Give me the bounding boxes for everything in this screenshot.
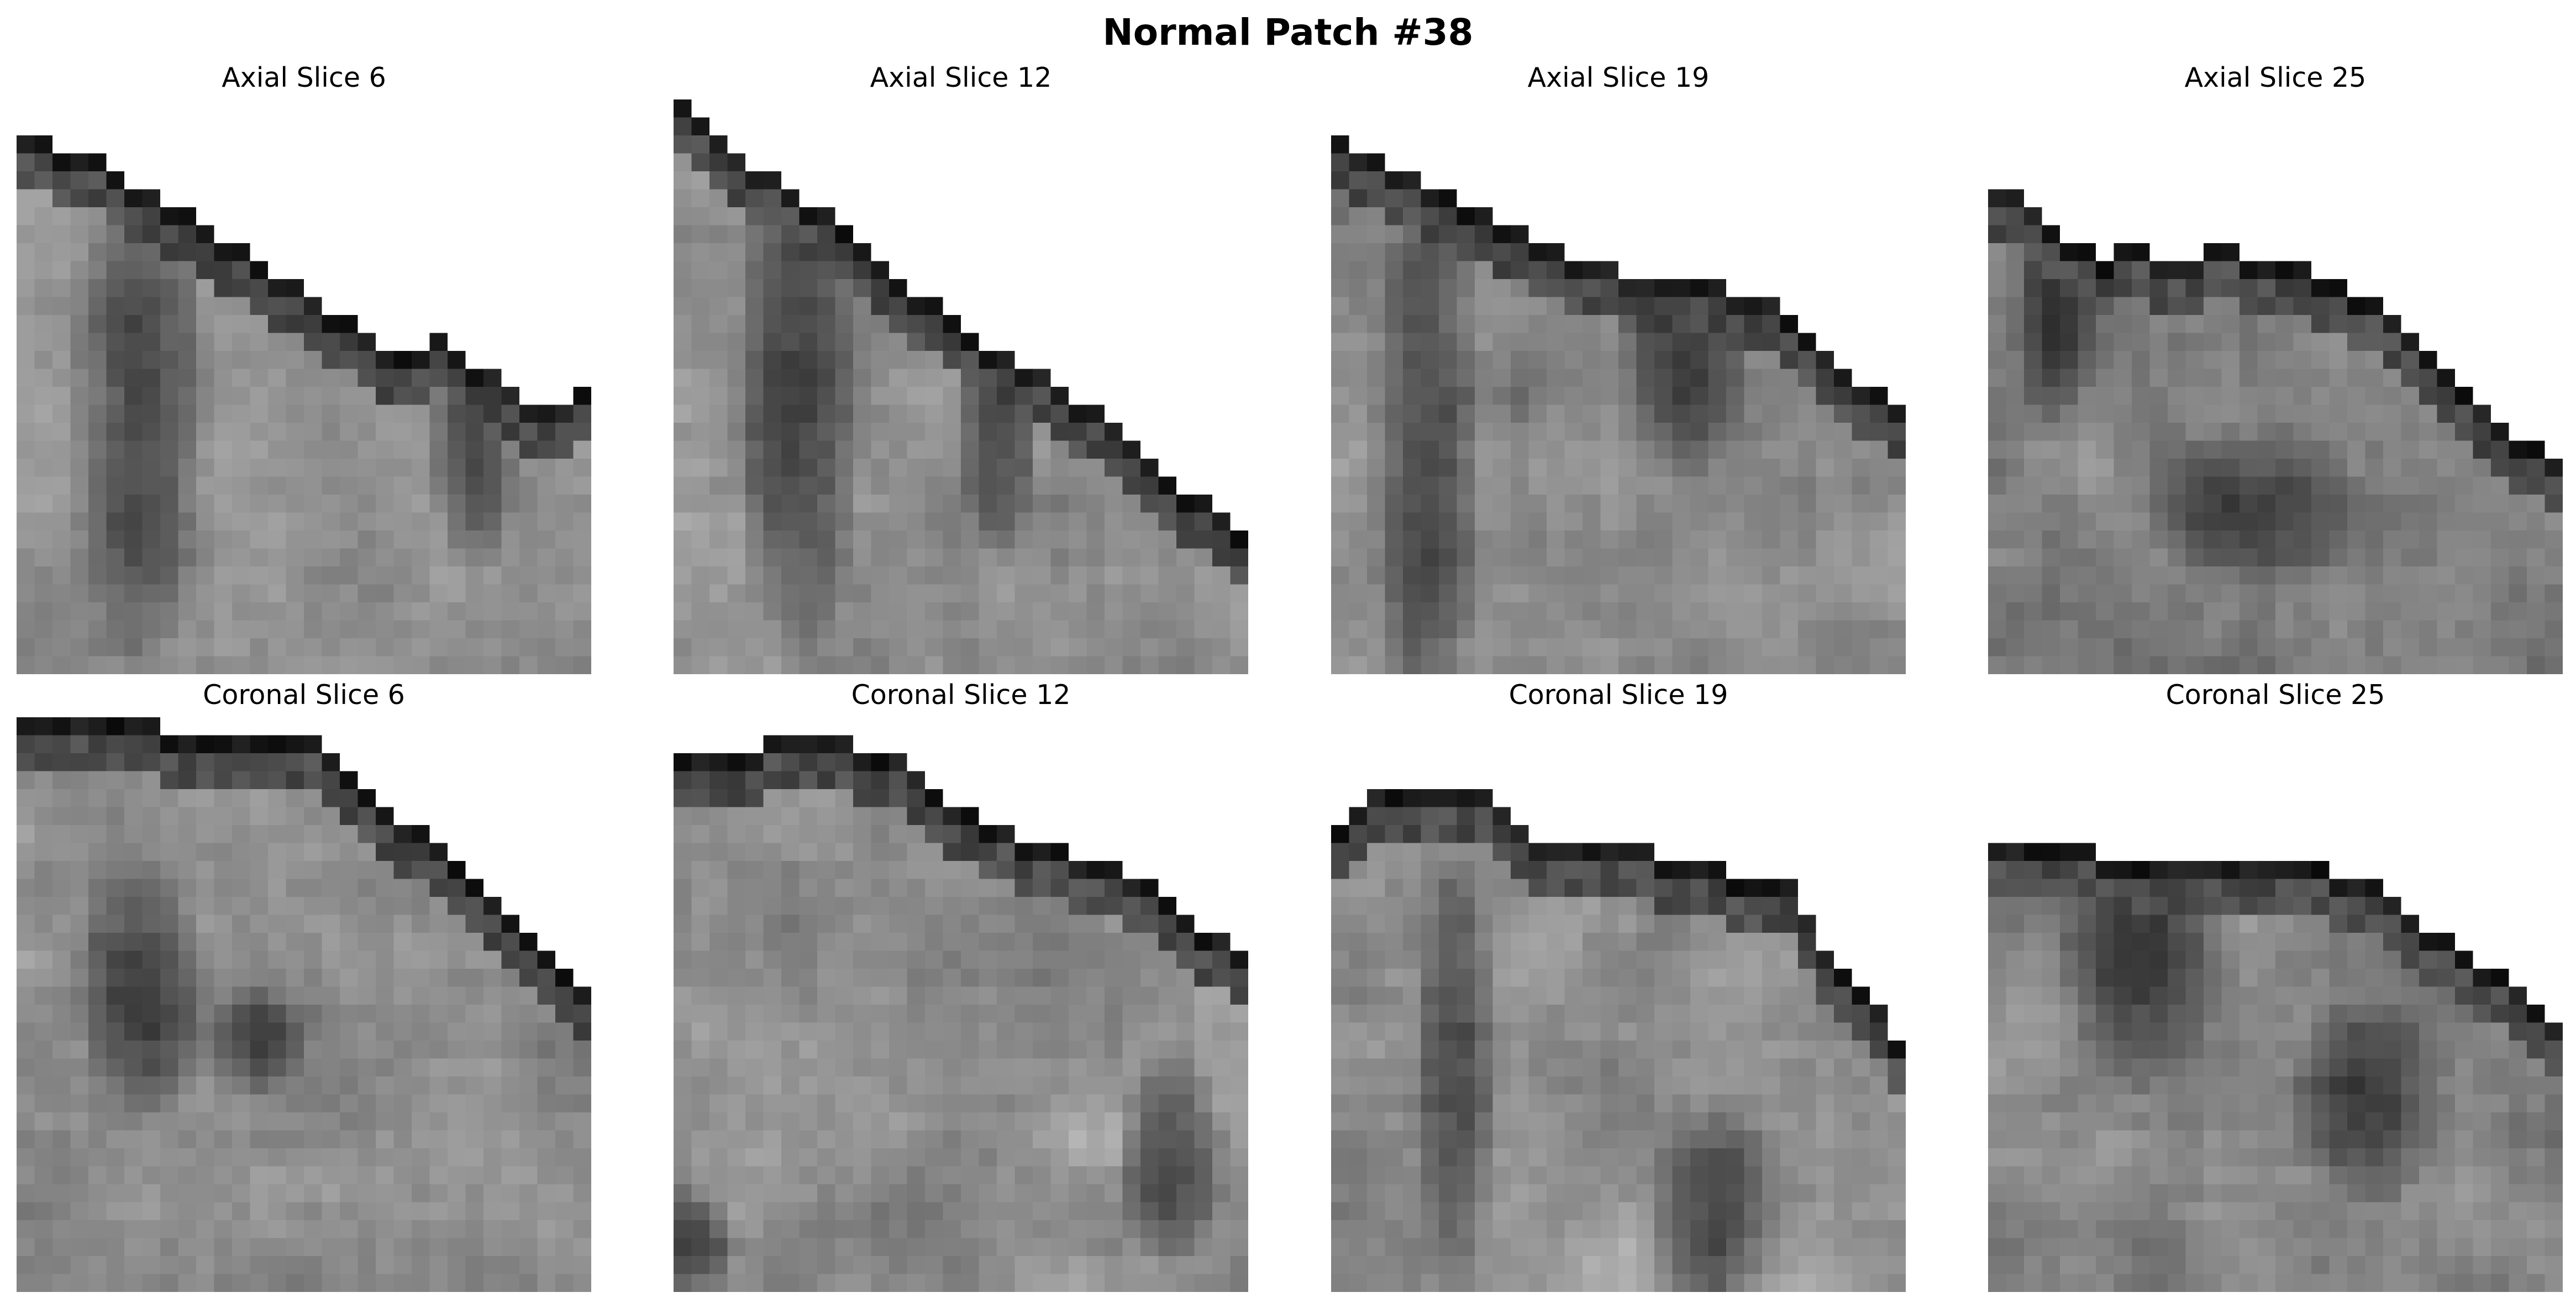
panel-image-coronal-19 bbox=[1331, 717, 1906, 1292]
panel-title-coronal-25: Coronal Slice 25 bbox=[2165, 679, 2385, 711]
panel-image-coronal-6 bbox=[17, 717, 591, 1292]
panel-title-axial-25: Axial Slice 25 bbox=[2184, 62, 2367, 93]
panel-title-axial-19: Axial Slice 19 bbox=[1527, 62, 1710, 93]
panel-image-coronal-12 bbox=[674, 717, 1248, 1292]
panel-image-axial-19 bbox=[1331, 99, 1906, 674]
figure-title: Normal Patch #38 bbox=[1102, 11, 1474, 54]
panel-title-coronal-19: Coronal Slice 19 bbox=[1508, 679, 1728, 711]
panel-title-coronal-6: Coronal Slice 6 bbox=[203, 679, 405, 711]
panel-title-coronal-12: Coronal Slice 12 bbox=[851, 679, 1071, 711]
panel-title-axial-12: Axial Slice 12 bbox=[870, 62, 1052, 93]
panel-image-coronal-25 bbox=[1988, 717, 2563, 1292]
panel-title-axial-6: Axial Slice 6 bbox=[222, 62, 386, 93]
panel-image-axial-25 bbox=[1988, 99, 2563, 674]
panel-image-axial-6 bbox=[17, 99, 591, 674]
panel-image-axial-12 bbox=[674, 99, 1248, 674]
